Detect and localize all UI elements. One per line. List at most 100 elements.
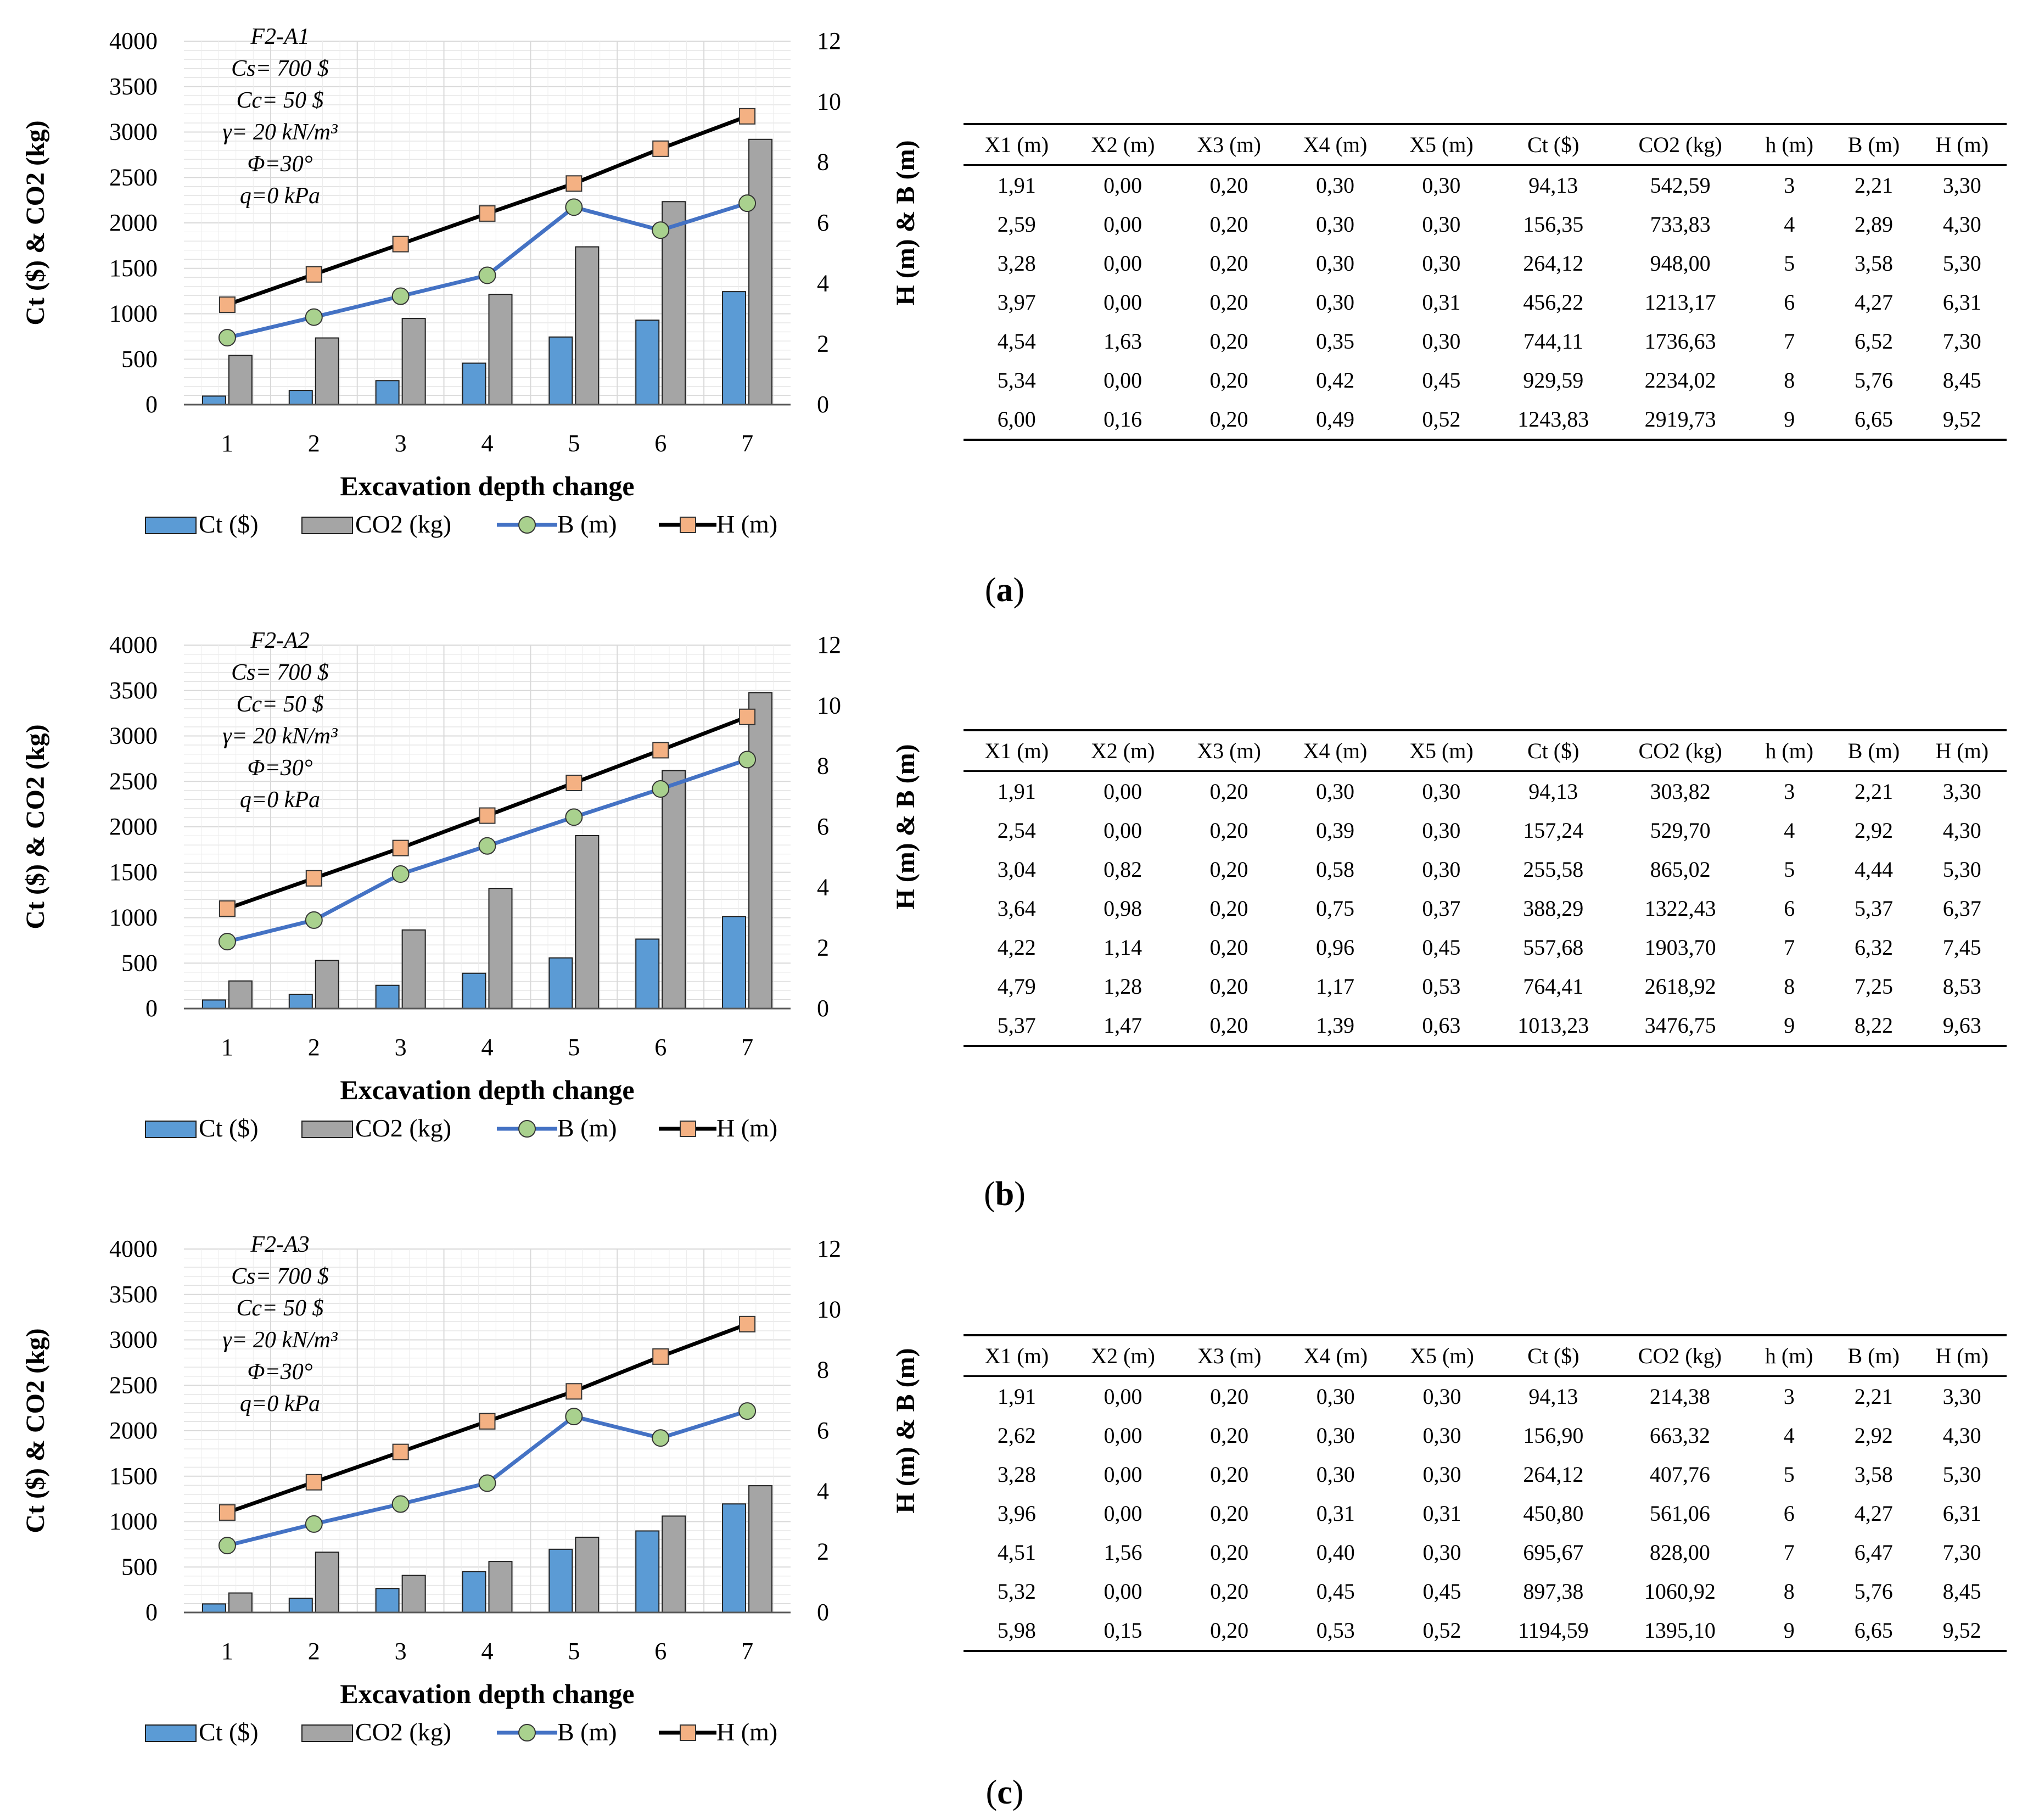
table-cell: 0,30 [1316,1423,1355,1448]
table-cell: 0,30 [1422,251,1461,276]
x-tick: 6 [654,1638,666,1665]
x-tick: 5 [568,430,580,457]
table-cell: 0,31 [1316,1501,1355,1526]
x-tick: 2 [308,430,320,457]
y-tick-right: 2 [817,331,829,357]
table-cell: 0,40 [1316,1540,1355,1565]
table-cell: 1903,70 [1644,935,1716,960]
table-row: 4,51 1,56 0,20 0,40 0,30 695,67 828,00 7 6,47 7,3… [964,1533,2007,1572]
table-cell: 3 [1784,779,1795,804]
bar-ct-4 [462,972,486,1009]
marker-h-7 [739,1315,756,1332]
table-cell: 2919,73 [1644,407,1716,432]
y-tick-left: 3500 [109,1281,158,1308]
y-tick-right: 12 [817,1235,841,1262]
table-cell: 0,96 [1315,935,1354,960]
table-cell: 3476,75 [1644,1013,1716,1038]
y-tick-right: 0 [817,391,829,418]
y-tick-right: 10 [817,1296,841,1323]
table-cell: 0,20 [1210,1579,1249,1604]
panel-label-a-letter: a [996,572,1013,609]
table-cell: 2,59 [997,212,1036,237]
table-row: 4,54 1,63 0,20 0,35 0,30 744,11 1736,63 7 6,52 7,… [964,322,2007,361]
x-tick: 7 [741,1034,753,1061]
table-header-cell: CO2 (kg) [1638,1343,1722,1368]
legend-label-co2: CO2 (kg) [355,510,451,538]
table-cell: 0,30 [1315,290,1354,315]
table-cell: 0,30 [1422,1540,1461,1565]
table-cell: 3 [1783,1384,1795,1409]
table-cell: 0,00 [1104,1462,1142,1487]
table-header-cell: X4 (m) [1303,738,1368,763]
parameter-annotation: Cs= 700 $ [231,1264,329,1289]
y-tick-left: 4000 [109,631,158,658]
table-cell: 542,59 [1650,173,1711,198]
table-row: 6,00 0,16 0,20 0,49 0,52 1243,83 2919,73 9 6,65 9… [964,400,2007,440]
table-cell: 5,76 [1854,1579,1893,1604]
table-cell: 6 [1783,1501,1795,1526]
y-tick-left: 1000 [109,300,158,327]
panel-label-c-letter: c [997,1774,1012,1811]
y-tick-right: 4 [817,873,829,900]
bar-ct-1 [201,395,226,406]
parameter-annotation: γ= 20 kN/m³ [222,1328,338,1353]
table-cell: 6,31 [1942,290,1981,315]
table-cell: 948,00 [1650,251,1711,276]
table-cell: 456,22 [1523,290,1584,315]
table-cell: 9 [1784,407,1795,432]
parameter-annotation: Cs= 700 $ [231,56,329,81]
table-cell: 0,30 [1316,1462,1355,1487]
y-axis-title-right: H (m) & B (m) [891,140,920,305]
table-cell: 6 [1784,290,1795,315]
panel-c: 0 500 1000 1500 2000 2500 3000 3500 4000 0 2 4 6 8 10 1… [0,1208,2022,1815]
table-cell: 2,92 [1854,1423,1893,1448]
marker-b-2 [305,308,323,326]
marker-h-7 [739,708,756,725]
table-header-cell: X4 (m) [1303,132,1368,157]
table-cell: 7,25 [1855,974,1893,999]
table-cell: 0,15 [1104,1618,1142,1643]
marker-b-3 [391,865,410,883]
table-cell: 0,30 [1422,1423,1461,1448]
marker-b-1 [218,1537,236,1555]
table-cell: 1,56 [1104,1540,1142,1565]
marker-h-4 [479,1413,496,1430]
legend-label-co2: CO2 (kg) [355,1718,451,1746]
x-tick: 5 [568,1638,580,1665]
table-cell: 214,38 [1649,1384,1710,1409]
table-header-cell: h (m) [1765,1343,1813,1368]
table-cell: 4,44 [1855,857,1893,882]
table-cell: 5,76 [1855,368,1893,393]
table-cell: 0,00 [1104,1501,1142,1526]
table-row: 2,62 0,00 0,20 0,30 0,30 156,90 663,32 4 2,92 4,3… [964,1416,2007,1455]
bar-ct-1 [201,999,226,1010]
table-row: 3,04 0,82 0,20 0,58 0,30 255,58 865,02 5 4,44 5,3… [964,850,2007,889]
x-tick: 5 [568,1034,580,1061]
table-cell: 1,47 [1104,1013,1142,1038]
y-tick-left: 4000 [109,1235,158,1262]
table-cell: 0,30 [1422,329,1461,354]
table-cell: 0,58 [1315,857,1354,882]
bar-co2-2 [315,337,339,406]
table-cell: 407,76 [1649,1462,1710,1487]
table-cell: 0,30 [1422,818,1461,843]
table-cell: 0,45 [1422,935,1461,960]
marker-b-5 [565,198,583,216]
table-cell: 388,29 [1523,896,1584,921]
table-header-cell: Ct ($) [1527,738,1579,763]
table-cell: 0,20 [1209,290,1248,315]
y-tick-left: 500 [121,345,158,372]
table-cell: 0,00 [1104,818,1142,843]
table-header-cell: h (m) [1765,738,1814,763]
table-cell: 4 [1784,212,1795,237]
y-tick-right: 2 [817,934,829,961]
table-row: 1,91 0,00 0,20 0,30 0,30 94,13 214,38 3 2,21 3,30 [964,1376,2007,1416]
table-cell: 1,91 [997,173,1036,198]
table-cell: 2,62 [997,1423,1036,1448]
bar-co2-4 [488,888,513,1009]
table-cell: 764,41 [1523,974,1584,999]
panel-label-b-letter: b [995,1175,1015,1213]
bar-ct-7 [722,916,747,1009]
table-cell: 0,30 [1422,212,1461,237]
table-cell: 0,45 [1316,1579,1355,1604]
